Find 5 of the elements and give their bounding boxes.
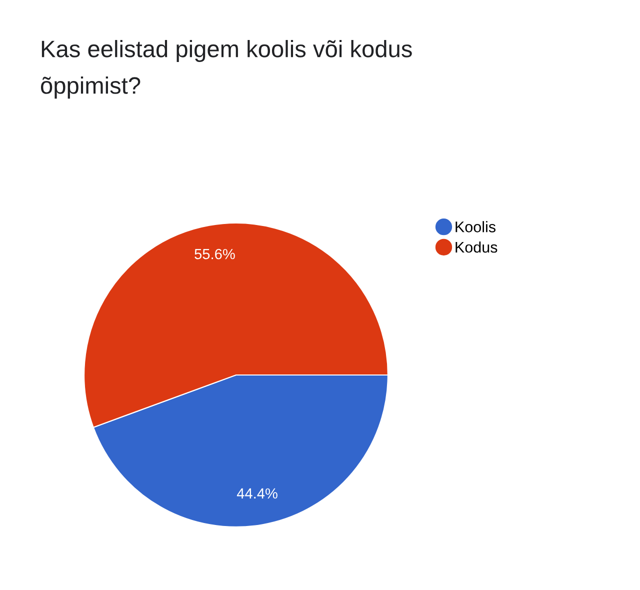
legend-label: Koolis: [456, 221, 496, 232]
chart-title: Kas eelistad pigem koolis või kodus õppimist?: [40, 40, 412, 99]
legend-label: Kodus: [456, 241, 498, 253]
data-label: 55.6%: [194, 248, 235, 260]
data-label: 44.4%: [236, 488, 278, 499]
